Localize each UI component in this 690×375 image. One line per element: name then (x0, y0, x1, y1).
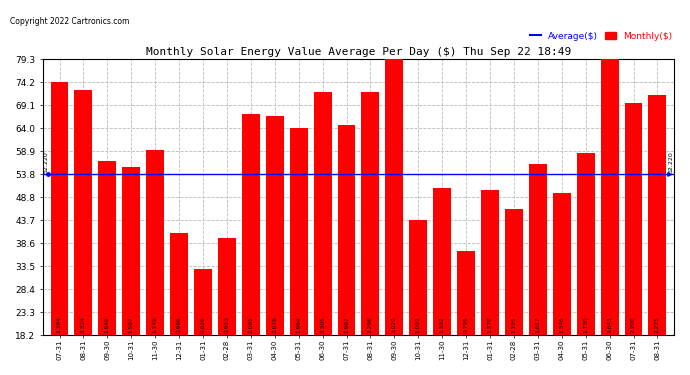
Bar (218, 238, 236, 335)
Text: 2.078: 2.078 (273, 316, 277, 333)
Text: 1.597: 1.597 (129, 316, 134, 333)
Bar (386, 15, 404, 335)
Bar (314, 92, 332, 335)
Text: 52.220: 52.220 (668, 152, 673, 173)
Bar (624, 103, 642, 335)
Bar (433, 188, 451, 335)
Text: 2.200: 2.200 (631, 316, 636, 333)
Text: 0.923: 0.923 (224, 316, 229, 333)
Text: 1.649: 1.649 (105, 316, 110, 333)
Bar (457, 251, 475, 335)
Text: 1.093: 1.093 (416, 316, 421, 333)
Text: 0.626: 0.626 (201, 316, 206, 333)
Text: 52.220: 52.220 (44, 152, 49, 173)
Text: 1.379: 1.379 (488, 316, 493, 333)
Bar (146, 150, 164, 335)
Text: 2.305: 2.305 (320, 316, 325, 333)
Text: 2.394: 2.394 (57, 316, 62, 333)
Bar (194, 269, 212, 335)
Text: 1.617: 1.617 (535, 316, 540, 333)
Bar (577, 153, 595, 335)
Text: Copyright 2022 Cartronics.com: Copyright 2022 Cartronics.com (10, 17, 130, 26)
Bar (505, 209, 523, 335)
Bar (122, 166, 140, 335)
Text: 0.795: 0.795 (464, 316, 469, 333)
Text: 0.966: 0.966 (177, 316, 181, 333)
Bar (290, 128, 308, 335)
Bar (481, 190, 499, 335)
Bar (242, 114, 260, 335)
Text: 3.029: 3.029 (392, 316, 397, 333)
Bar (600, 56, 618, 335)
Text: 2.298: 2.298 (368, 316, 373, 333)
Text: 2.275: 2.275 (655, 316, 660, 333)
Bar (529, 165, 546, 335)
Legend: Average($), Monthly($): Average($), Monthly($) (526, 28, 676, 44)
Text: 1.987: 1.987 (344, 316, 349, 333)
Text: 1.964: 1.964 (296, 316, 301, 333)
Bar (99, 161, 117, 335)
Text: 2.324: 2.324 (81, 316, 86, 333)
Title: Monthly Solar Energy Value Average Per Day ($) Thu Sep 22 18:49: Monthly Solar Energy Value Average Per D… (146, 47, 571, 57)
Bar (553, 193, 571, 335)
Text: 2.095: 2.095 (248, 316, 253, 333)
Bar (266, 116, 284, 335)
Text: 1.195: 1.195 (511, 316, 516, 333)
Text: 2.643: 2.643 (607, 316, 612, 333)
Bar (362, 93, 380, 335)
Bar (337, 125, 355, 335)
Bar (409, 220, 427, 335)
Bar (170, 233, 188, 335)
Bar (50, 82, 68, 335)
Text: 1.730: 1.730 (583, 316, 588, 333)
Text: 1.392: 1.392 (440, 316, 444, 333)
Bar (75, 90, 92, 335)
Text: 1.346: 1.346 (560, 316, 564, 333)
Text: 1.749: 1.749 (152, 316, 158, 333)
Bar (649, 95, 667, 335)
